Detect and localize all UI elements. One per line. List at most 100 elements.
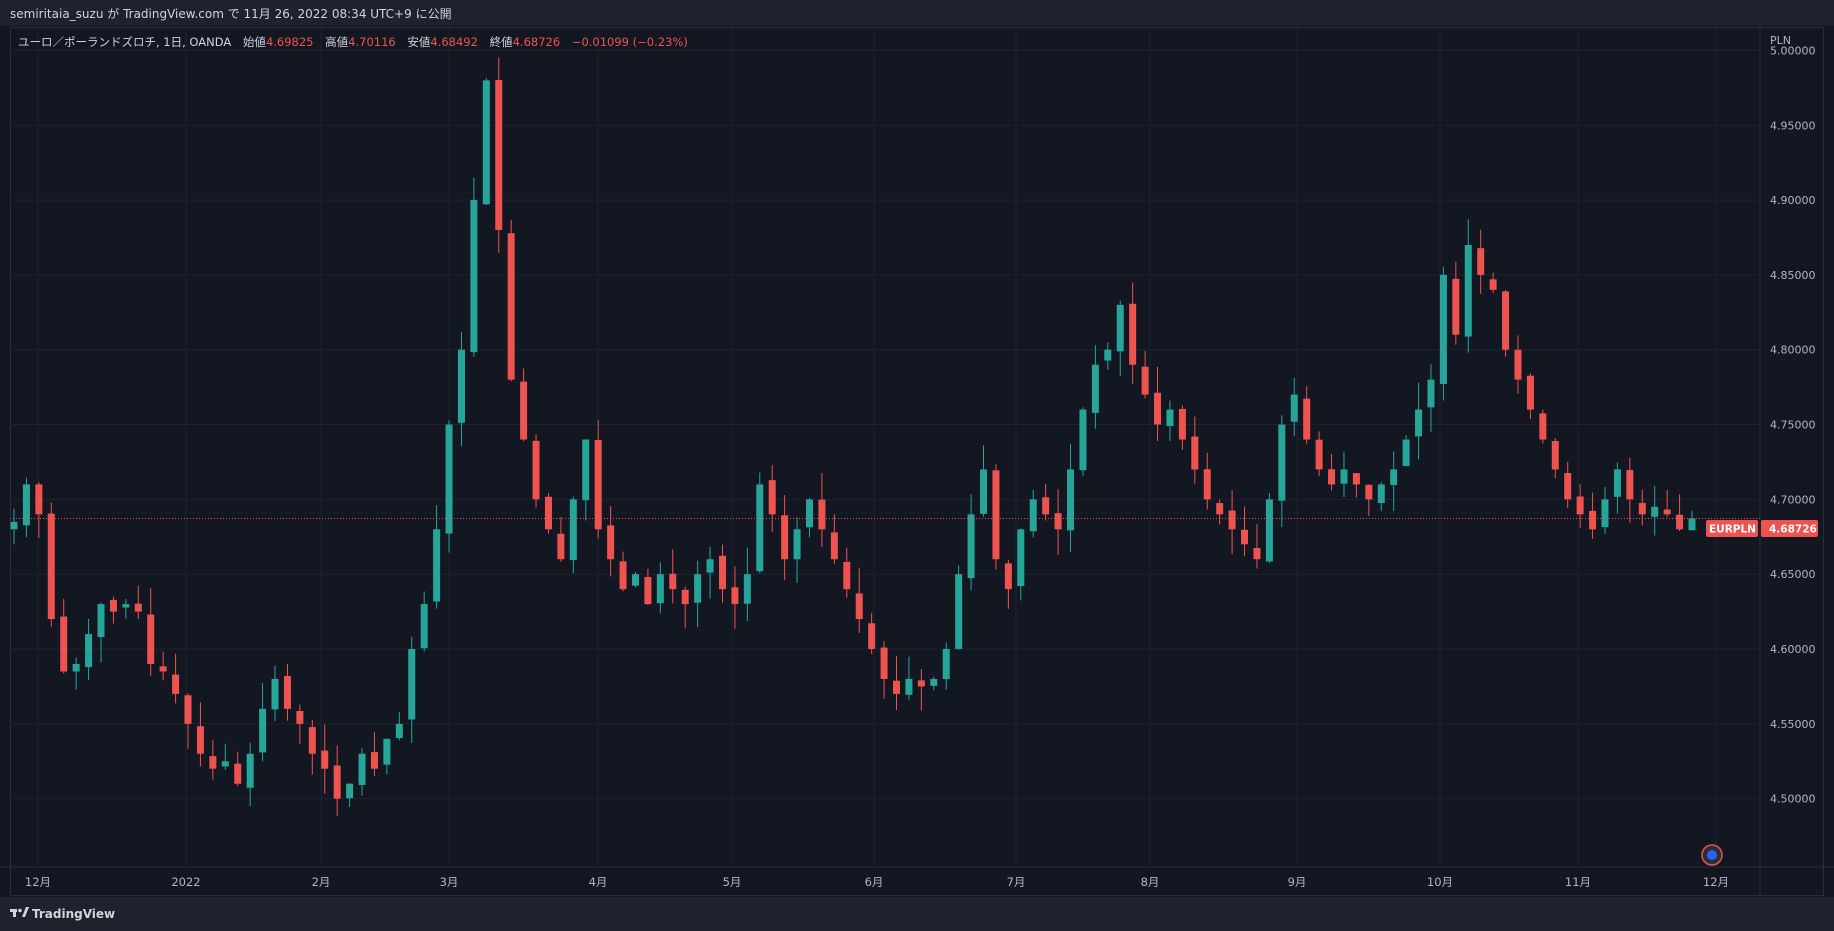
candle-body xyxy=(1315,439,1323,470)
close-value: 4.68726 xyxy=(512,35,561,49)
price-tick-label: 4.65000 xyxy=(1770,568,1816,581)
time-tick-label: 4月 xyxy=(589,875,608,889)
price-tag-bg xyxy=(1761,520,1818,537)
candle-body xyxy=(1427,379,1435,408)
price-axis[interactable]: 5.00000 4.95000 4.90000 4.85000 4.80000 4.750… xyxy=(1759,26,1816,896)
candle-body xyxy=(1613,469,1621,497)
change-value: −0.01099 (−0.23%) xyxy=(571,35,688,49)
candle-body xyxy=(768,480,776,515)
candle-body xyxy=(743,574,751,604)
last-price-label: EURPLN 4.68726 xyxy=(1706,520,1818,537)
candle-body xyxy=(457,349,465,423)
candle-body xyxy=(669,573,677,590)
open-label: 始値 xyxy=(242,35,266,49)
nav-globe-button[interactable] xyxy=(1701,844,1723,866)
candle-body xyxy=(420,604,428,649)
candle-body xyxy=(172,674,180,694)
candle-body xyxy=(955,574,963,649)
candle-body xyxy=(60,616,68,672)
candle-body xyxy=(308,727,316,754)
candle-body xyxy=(1278,424,1286,501)
candle-body xyxy=(1377,484,1385,503)
candle-body xyxy=(980,469,988,514)
high-value: 4.70116 xyxy=(348,35,396,49)
candle-body xyxy=(694,574,702,603)
candle-body xyxy=(930,678,938,686)
candle-body xyxy=(333,765,341,799)
candle-body xyxy=(557,533,565,560)
time-tick-label: 12月 xyxy=(25,875,51,889)
grid-lines xyxy=(10,28,1760,866)
candle-body xyxy=(259,708,267,753)
candle-body xyxy=(992,470,1000,560)
time-tick-label: 8月 xyxy=(1141,875,1160,889)
candle-body xyxy=(1328,469,1336,485)
candle-body xyxy=(1539,413,1547,440)
tradingview-logo-icon[interactable] xyxy=(10,905,30,919)
candle-body xyxy=(893,680,901,694)
candle-body xyxy=(1191,436,1199,470)
price-tick-label: 4.95000 xyxy=(1770,119,1816,132)
candle-body xyxy=(1303,398,1311,440)
symbol-legend: ユーロ／ポーランドズロチ, 1日, OANDA 始値4.69825 高値4.70… xyxy=(18,34,688,50)
candle-body xyxy=(1079,409,1087,471)
time-axis[interactable]: 12月 2022 2月 3月 4月 5月 6月 7月 8月 9月 10月 11月 12月 xyxy=(0,866,1834,889)
candle-body xyxy=(1589,510,1597,530)
candle-body xyxy=(544,496,552,530)
candle-body xyxy=(383,738,391,765)
candle-body xyxy=(681,589,689,605)
candle-body xyxy=(1216,503,1224,515)
close-label: 終値 xyxy=(489,35,513,49)
candle-body xyxy=(793,529,801,560)
footer-brand[interactable]: TradingView xyxy=(32,907,116,921)
time-tick-label: 5月 xyxy=(723,875,742,889)
candle-body xyxy=(72,663,80,672)
candle-body xyxy=(1626,470,1634,500)
globe-center xyxy=(1707,850,1717,860)
candle-body xyxy=(482,80,490,205)
candle-body xyxy=(97,604,105,637)
time-tick-label: 9月 xyxy=(1288,875,1307,889)
candle-body xyxy=(1576,496,1584,515)
candle-body xyxy=(134,603,142,612)
candle-body xyxy=(1452,278,1460,335)
candle-body xyxy=(594,439,602,530)
candle-body xyxy=(1253,547,1261,560)
time-tick-label: 6月 xyxy=(865,875,884,889)
candle-body xyxy=(1004,563,1012,590)
candle-body xyxy=(830,532,838,560)
candle-body xyxy=(1241,529,1249,545)
price-tick-label: 4.90000 xyxy=(1770,194,1816,207)
candle-body xyxy=(470,200,478,353)
price-tick-label: 4.55000 xyxy=(1770,718,1816,731)
candle-body xyxy=(1564,473,1572,500)
candle-body xyxy=(358,753,366,785)
candle-body xyxy=(10,521,18,530)
candle-body xyxy=(718,555,726,590)
candle-body xyxy=(109,599,117,612)
candle-body xyxy=(271,678,279,710)
candle-body xyxy=(781,515,789,560)
candle-body xyxy=(731,587,739,605)
candle-body xyxy=(1228,510,1236,530)
candle-body xyxy=(433,529,441,602)
candle-body xyxy=(321,750,329,769)
candle-body xyxy=(1439,274,1447,384)
price-tick-label: 4.50000 xyxy=(1770,793,1816,806)
candle-body xyxy=(905,678,913,695)
candle-body xyxy=(1029,499,1037,532)
symbol-name: ユーロ／ポーランドズロチ, 1日, OANDA xyxy=(18,35,232,49)
candle-body xyxy=(122,604,130,608)
candle-body xyxy=(631,574,639,586)
price-tick-label: 5.00000 xyxy=(1770,44,1816,57)
candle-body xyxy=(1601,499,1609,528)
candle-body xyxy=(246,753,254,788)
candle-body xyxy=(1390,469,1398,486)
candle-body xyxy=(1651,506,1659,517)
time-tick-label: 11月 xyxy=(1565,875,1591,889)
candle-body xyxy=(196,726,204,754)
candle-body xyxy=(880,647,888,679)
candle-body xyxy=(35,484,43,515)
candle-body xyxy=(942,649,950,680)
